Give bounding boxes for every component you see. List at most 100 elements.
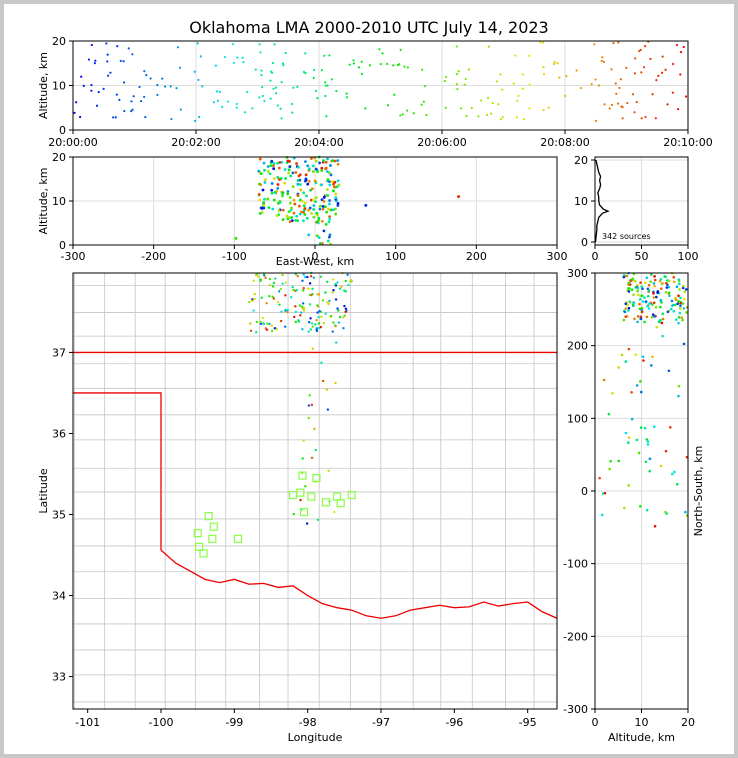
source-point [528, 83, 531, 86]
source-point [262, 322, 266, 326]
source-point [289, 296, 293, 299]
source-point [320, 69, 323, 72]
source-point [640, 294, 644, 297]
x-tick-label: 0 [592, 250, 599, 263]
source-point [333, 180, 337, 184]
source-point [607, 412, 611, 416]
source-point [302, 309, 306, 312]
source-point [659, 318, 662, 322]
source-point [636, 315, 640, 318]
source-point [672, 275, 676, 279]
source-point [633, 111, 636, 114]
source-point [444, 106, 447, 109]
source-point [324, 166, 328, 170]
source-point [288, 201, 292, 205]
source-point [622, 273, 626, 277]
source-point [667, 369, 671, 373]
source-point [163, 85, 167, 88]
x-tick-label: 20:00:00 [48, 136, 97, 149]
source-point [485, 113, 489, 116]
source-point [631, 93, 635, 96]
source-point [272, 167, 276, 171]
source-point [334, 199, 338, 203]
x-tick-label: -101 [75, 716, 100, 729]
y-tick-label: 0 [581, 236, 588, 249]
source-point [328, 233, 332, 237]
source-point [455, 72, 459, 76]
source-point [107, 74, 110, 77]
source-point [399, 114, 402, 117]
source-point [322, 321, 326, 325]
source-point [653, 275, 656, 278]
source-point [624, 360, 628, 363]
source-point [280, 81, 283, 84]
source-point [310, 187, 314, 191]
source-point [650, 315, 654, 319]
source-point [106, 60, 109, 63]
source-point [327, 469, 330, 472]
source-point [635, 384, 639, 387]
source-point [305, 522, 309, 525]
source-point [653, 425, 656, 429]
source-count-label: 342 sources [602, 232, 651, 241]
source-point [521, 73, 525, 76]
source-point [322, 200, 326, 203]
source-point [321, 299, 325, 302]
source-point [73, 111, 76, 114]
source-point [253, 297, 256, 301]
source-point [261, 86, 264, 89]
source-point [521, 87, 525, 90]
source-point [684, 95, 688, 98]
source-point [265, 301, 268, 305]
source-point [301, 457, 304, 460]
y-tick-label: 0 [581, 485, 588, 498]
source-point [652, 296, 656, 299]
lma-station-marker [321, 498, 331, 507]
source-point [616, 102, 620, 105]
source-point [334, 282, 337, 286]
source-point [276, 161, 280, 165]
source-point [626, 101, 629, 105]
source-point [641, 287, 644, 291]
source-point [625, 274, 629, 278]
source-point [644, 45, 647, 48]
source-point [105, 42, 108, 45]
source-point [318, 242, 322, 245]
source-point [650, 364, 653, 367]
source-point [288, 196, 292, 199]
source-point [305, 194, 308, 198]
source-point [565, 75, 568, 78]
source-point [487, 45, 490, 48]
source-point [343, 314, 347, 317]
source-point [272, 281, 276, 285]
source-point [130, 110, 133, 113]
source-point [295, 214, 299, 218]
source-point [316, 311, 319, 314]
y-tick-label: 10 [574, 195, 588, 208]
source-point [277, 290, 281, 293]
source-point [313, 179, 317, 183]
source-point [259, 279, 262, 283]
source-point [610, 68, 613, 71]
source-point [261, 94, 264, 98]
source-point [292, 86, 295, 89]
source-point [291, 185, 295, 189]
source-point [630, 417, 634, 421]
source-point [303, 307, 306, 310]
source-point [630, 288, 634, 291]
source-point [272, 164, 275, 168]
source-point [123, 109, 126, 113]
source-point [653, 315, 656, 318]
source-point [622, 275, 626, 279]
source-point [664, 275, 667, 278]
source-point [651, 313, 655, 316]
source-point [307, 208, 310, 212]
y-tick-label: 20 [52, 35, 66, 48]
x-tick-label: 0 [312, 250, 319, 263]
source-point [296, 85, 299, 88]
source-point [328, 183, 332, 187]
source-point [668, 294, 671, 298]
source-point [603, 491, 607, 495]
x-tick-label: -300 [61, 250, 86, 263]
y-tick-label: 35 [52, 509, 66, 522]
